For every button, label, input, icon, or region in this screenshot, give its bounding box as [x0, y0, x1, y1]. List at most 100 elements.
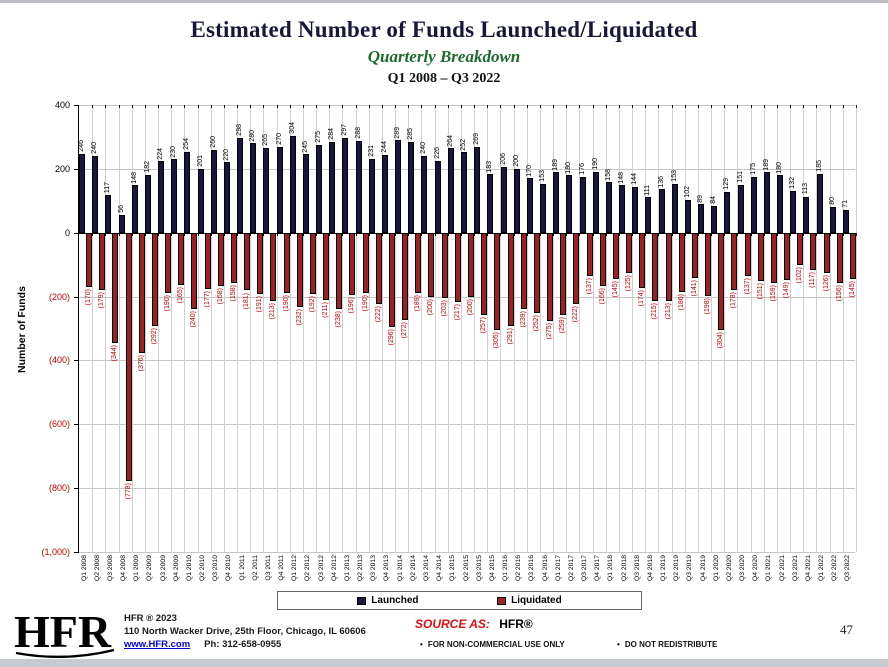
launched-value-label: 269	[473, 133, 481, 145]
liquidated-value-label: (252)	[532, 315, 540, 332]
bar-launched	[790, 190, 797, 233]
top-axis-tick	[355, 105, 357, 108]
top-axis-tick	[829, 105, 831, 108]
liquidated-value-label: (191)	[256, 295, 264, 313]
launched-value-label: 136	[657, 175, 665, 188]
launched-value-label: 254	[183, 137, 191, 150]
launched-value-label: 148	[130, 171, 138, 184]
bar-liquidated	[112, 232, 119, 343]
bar-launched	[461, 152, 467, 233]
top-axis-tick	[92, 105, 94, 108]
bar-liquidated	[441, 232, 448, 298]
x-axis-tick-label: Q3 2011	[264, 555, 272, 581]
category-axis-tick	[158, 232, 160, 236]
x-axis-tick-label: Q2 2010	[199, 555, 207, 582]
x-axis-tick-label: Q3 2018	[633, 555, 641, 582]
x-axis-tick-label: Q4 2017	[594, 555, 602, 582]
v-gridline	[131, 105, 133, 552]
launched-value-label: 265	[262, 134, 270, 147]
v-gridline	[355, 105, 357, 552]
bar-launched	[92, 156, 99, 233]
usage-restrictions: • FOR NON-COMMERCIAL USE ONLY • DO NOT RED…	[420, 640, 717, 649]
bar-liquidated	[691, 232, 698, 278]
y-axis-tick	[74, 360, 79, 362]
launched-value-label: 246	[78, 140, 86, 153]
launched-value-label: 260	[209, 136, 217, 148]
x-axis-tick-label: Q2 2022	[831, 555, 839, 582]
hfr-logo: HFR	[14, 606, 116, 663]
source-line: SOURCE AS: HFR®	[415, 617, 533, 631]
bar-liquidated	[375, 232, 382, 304]
y-axis-label: (400)	[48, 355, 70, 366]
liquidated-value-label: (125)	[625, 274, 633, 291]
v-gridline	[526, 105, 528, 552]
v-gridline	[500, 105, 502, 552]
category-axis-tick	[434, 232, 436, 236]
bar-liquidated	[388, 232, 395, 328]
top-axis-tick	[250, 105, 252, 108]
category-axis-tick	[671, 232, 673, 236]
bar-launched	[408, 141, 415, 233]
v-gridline	[316, 105, 318, 552]
top-axis-tick	[618, 105, 620, 108]
v-gridline	[618, 105, 620, 552]
bar-liquidated	[718, 232, 725, 330]
v-gridline	[553, 105, 555, 552]
top-axis-tick	[553, 105, 555, 108]
launched-value-label: 102	[683, 186, 691, 199]
y-axis-tick	[74, 168, 79, 170]
bar-liquidated	[165, 232, 172, 294]
bar-liquidated	[678, 232, 685, 293]
liquidated-value-label: (174)	[638, 290, 646, 307]
bar-liquidated	[309, 232, 316, 294]
liquidated-value-label: (149)	[783, 282, 791, 299]
x-axis-tick-label: Q2 2009	[146, 555, 154, 582]
bar-launched	[302, 154, 309, 233]
top-axis-tick	[276, 105, 278, 108]
bar-launched	[131, 185, 138, 233]
x-axis-tick-label: Q3 2022	[844, 555, 852, 582]
bar-liquidated	[230, 232, 237, 284]
top-axis-tick	[171, 105, 173, 108]
x-axis-tick-label: Q1 2021	[765, 555, 773, 582]
bar-launched	[619, 185, 626, 233]
category-axis-tick	[816, 232, 818, 236]
bar-launched	[737, 184, 744, 233]
hfr-website-link[interactable]: www.HFR.com	[124, 639, 191, 650]
top-axis-tick	[566, 105, 568, 108]
top-axis-tick	[118, 105, 120, 108]
category-axis-tick	[329, 232, 331, 236]
bar-launched	[526, 178, 533, 233]
v-gridline	[92, 105, 94, 552]
chart-title: Estimated Number of Funds Launched/Liqui…	[190, 17, 698, 42]
h-gridline	[79, 552, 855, 553]
category-axis-tick	[645, 232, 647, 236]
top-axis-tick	[579, 105, 581, 108]
top-axis-tick	[316, 105, 318, 108]
bar-liquidated	[626, 232, 633, 273]
legend: Launched Liquidated	[277, 591, 642, 610]
top-axis-tick	[790, 105, 792, 108]
launched-value-label: 151	[736, 170, 744, 183]
top-axis-tick	[632, 105, 634, 108]
x-axis-tick-label: Q2 2012	[304, 555, 312, 582]
bar-liquidated	[415, 232, 422, 294]
liquidated-value-label: (232)	[295, 308, 303, 326]
bar-launched	[777, 175, 784, 233]
bar-liquidated	[586, 232, 593, 277]
v-gridline	[487, 105, 489, 552]
top-axis-tick	[776, 105, 778, 108]
top-axis-tick	[447, 105, 449, 108]
v-gridline	[118, 105, 120, 552]
liquidated-value-label: (196)	[348, 297, 356, 314]
x-axis-tick-label: Q1 2014	[396, 555, 404, 582]
launched-value-label: 252	[460, 138, 467, 151]
bar-liquidated	[468, 232, 474, 297]
category-axis-tick	[566, 232, 568, 236]
x-axis-tick-label: Q2 2011	[251, 555, 259, 581]
category-axis-tick	[263, 232, 265, 236]
category-axis-tick	[447, 232, 449, 236]
x-axis-tick-label: Q1 2016	[502, 555, 509, 582]
bar-liquidated	[402, 232, 409, 320]
